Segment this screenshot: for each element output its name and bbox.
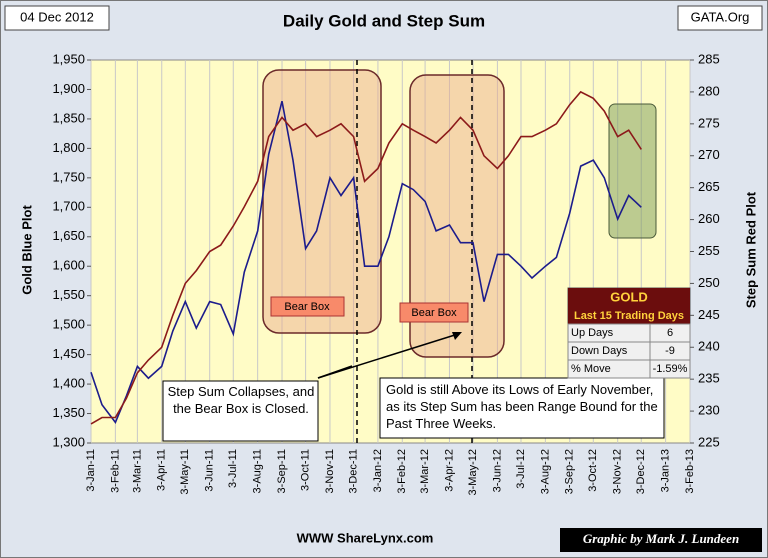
chart-title: Daily Gold and Step Sum <box>283 11 485 30</box>
x-tick-label: 3-Feb-12 <box>396 449 408 494</box>
table-subtitle: Last 15 Trading Days <box>574 310 684 322</box>
x-tick-label: 3-Apr-12 <box>443 449 455 492</box>
y-tick-label: 1,550 <box>52 287 85 302</box>
x-tick-label: 3-Sep-11 <box>276 449 288 493</box>
table-label: % Move <box>571 363 611 375</box>
x-tick-label: 3-Jul-12 <box>515 449 527 489</box>
y-tick-label: 1,500 <box>52 317 85 332</box>
y2-tick-label: 235 <box>698 371 720 386</box>
x-tick-label: 3-Apr-11 <box>156 449 168 491</box>
y2-tick-label: 245 <box>698 307 720 322</box>
table-header <box>568 288 690 308</box>
series-line <box>90 101 642 424</box>
y2-tick-label: 250 <box>698 275 720 290</box>
date-label: 04 Dec 2012 <box>20 9 94 24</box>
y2-tick-label: 240 <box>698 339 720 354</box>
x-tick-label: 3-Jan-13 <box>660 449 672 492</box>
date-box <box>4 5 110 31</box>
y2-tick-label: 265 <box>698 179 720 194</box>
x-tick-label: 3-Mar-12 <box>419 449 431 494</box>
x-tick-label: 3-Jan-12 <box>372 449 384 492</box>
y-tick-label: 1,650 <box>52 228 85 243</box>
table-value: -1.59% <box>653 363 688 375</box>
x-tick-label: 3-Jun-12 <box>491 449 503 492</box>
source: GATA.Org <box>691 9 750 24</box>
y-tick-label: 1,950 <box>52 51 85 66</box>
y-axis-label: Gold Blue Plot <box>19 205 34 295</box>
table-cell-bg <box>567 359 691 379</box>
y2-tick-label: 280 <box>698 83 720 98</box>
credit: Graphic by Mark J. Lundeen <box>583 531 739 546</box>
x-tick-label: 3-Dec-12 <box>635 449 647 494</box>
table-title: GOLD <box>610 289 648 304</box>
y2-tick-label: 225 <box>698 434 720 449</box>
series-line <box>90 90 642 425</box>
note: Gold is still Above its Lows of Early No… <box>386 382 658 431</box>
bear-box-label-bg <box>399 302 469 323</box>
y-tick-label: 1,300 <box>52 434 85 449</box>
source-box <box>677 5 763 31</box>
x-tick-label: 3-Jul-11 <box>227 449 239 488</box>
x-tick-label: 3-Mar-11 <box>131 449 143 493</box>
y-tick-label: 1,900 <box>52 81 85 96</box>
y-tick-label: 1,600 <box>52 258 85 273</box>
y-tick-label: 1,350 <box>52 405 85 420</box>
y-tick-label: 1,400 <box>52 376 85 391</box>
y2-tick-label: 275 <box>698 115 720 130</box>
x-tick-label: 3-Oct-12 <box>587 449 599 492</box>
x-tick-label: 3-Jan-11 <box>85 449 97 492</box>
y2-tick-label: 255 <box>698 243 720 258</box>
table-value: 6 <box>667 327 673 339</box>
y2-tick-label: 270 <box>698 147 720 162</box>
bear-box-label-bg <box>270 296 345 317</box>
x-tick-label: 3-May-11 <box>179 449 191 495</box>
table-value: -9 <box>665 345 675 357</box>
x-tick-label: 3-Aug-12 <box>539 449 551 494</box>
credit-box <box>560 528 762 552</box>
note-box <box>379 377 665 439</box>
x-tick-label: 3-Aug-11 <box>252 449 264 493</box>
x-tick-label: 3-Nov-12 <box>612 449 624 494</box>
arrow-head <box>452 332 462 340</box>
x-tick-label: 3-Feb-13 <box>684 449 696 494</box>
footer: WWW ShareLynx.com <box>297 530 434 545</box>
y2-tick-label: 260 <box>698 211 720 226</box>
x-tick-label: 3-May-12 <box>467 449 479 495</box>
y2-axis-label: Step Sum Red Plot <box>743 191 758 308</box>
table-label: Down Days <box>571 345 628 357</box>
table-header <box>568 308 690 324</box>
x-tick-label: 3-Sep-12 <box>564 449 576 494</box>
note: Step Sum Collapses, and the Bear Box is … <box>167 384 315 416</box>
y-tick-label: 1,800 <box>52 140 85 155</box>
y-tick-label: 1,700 <box>52 199 85 214</box>
x-tick-label: 3-Jun-11 <box>204 449 216 492</box>
x-tick-label: 3-Nov-11 <box>324 449 336 493</box>
x-tick-label: 3-Feb-11 <box>109 449 121 493</box>
x-tick-label: 3-Dec-11 <box>347 449 359 493</box>
x-tick-label: 3-Oct-11 <box>300 449 312 491</box>
bear-box-label: Bear Box <box>284 301 330 313</box>
highlight-box <box>608 103 657 239</box>
y2-tick-label: 230 <box>698 403 720 418</box>
y-tick-label: 1,850 <box>52 110 85 125</box>
y2-tick-label: 285 <box>698 51 720 66</box>
bear-box-area <box>262 69 382 334</box>
bear-box-label: Bear Box <box>411 307 457 319</box>
arrow <box>317 333 459 379</box>
table-label: Up Days <box>571 327 614 339</box>
y-tick-label: 1,450 <box>52 346 85 361</box>
y-tick-label: 1,750 <box>52 169 85 184</box>
note-box <box>162 380 319 442</box>
